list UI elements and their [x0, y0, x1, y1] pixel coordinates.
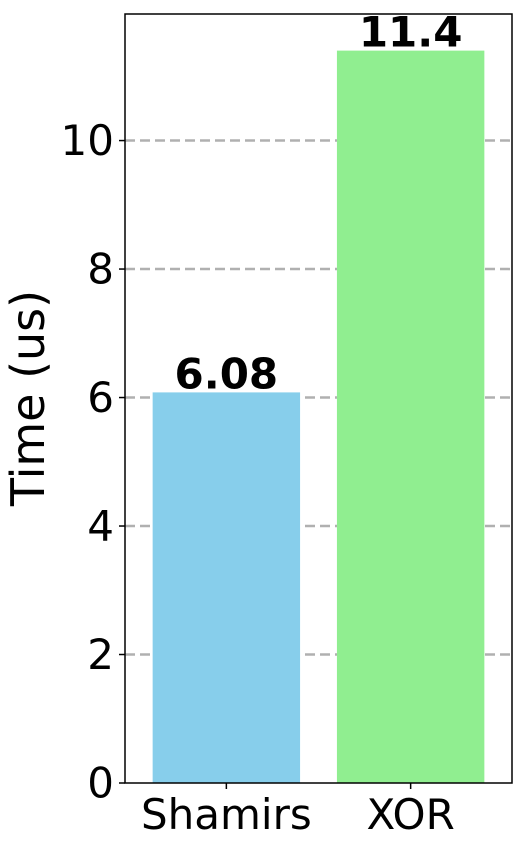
y-axis-ticks: 0 2 4 6 8 10 [61, 116, 125, 808]
x-tick-label: Shamirs [141, 790, 312, 839]
x-tick-label: XOR [366, 790, 454, 839]
y-tick-label: 4 [87, 502, 114, 551]
bars [152, 50, 485, 784]
y-tick-label: 10 [61, 116, 114, 165]
y-tick-label: 6 [87, 373, 114, 422]
data-label: 11.4 [359, 8, 463, 57]
data-labels: 6.08 11.4 [175, 8, 463, 399]
y-tick-label: 2 [87, 630, 114, 679]
y-tick-label: 8 [87, 245, 114, 294]
x-axis-tick-labels: Shamirs XOR [141, 783, 455, 839]
plot-frame [124, 13, 513, 784]
data-label: 6.08 [175, 349, 279, 398]
bar-xor [336, 50, 485, 784]
y-tick-label: 0 [87, 759, 114, 808]
bar-shamirs [152, 392, 301, 783]
y-axis-title: Time (us) [1, 290, 55, 507]
